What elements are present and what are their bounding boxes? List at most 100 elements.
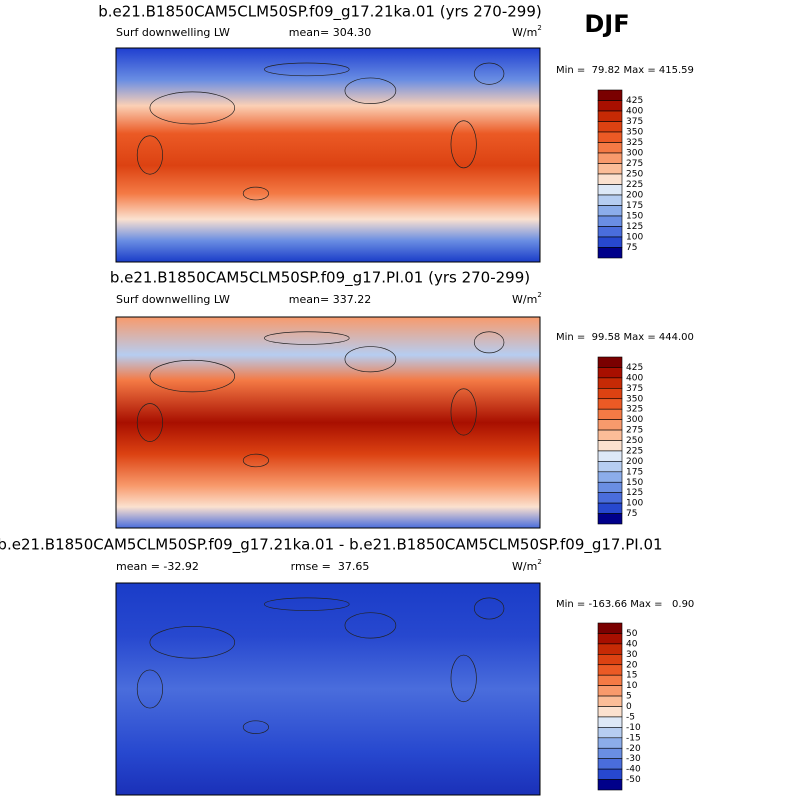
colorbar-box [597,142,623,154]
colorbar-box [597,429,623,441]
colorbar-label: 250 [626,170,643,180]
colorbar-box [597,184,623,196]
colorbar-box [597,737,623,749]
colorbar-box [597,236,623,248]
colorbar-label: 100 [626,499,643,509]
colorbar-label: 10 [626,681,638,691]
colorbar-label: 425 [626,96,643,106]
colorbar-box [597,674,623,686]
colorbar-box [597,367,623,379]
colorbar-label: 375 [626,384,643,394]
units-sup: 2 [537,558,541,566]
colorbar-box [597,152,623,164]
colorbar-label: 350 [626,128,643,138]
colorbar-box [597,481,623,493]
colorbar-label: 200 [626,191,643,201]
center-label: mean= 304.30 [289,26,371,39]
colorbar-box [597,779,623,791]
colorbar-box [597,706,623,718]
coastline [242,453,269,468]
map [115,316,541,529]
colorbar-label: 150 [626,212,643,222]
colorbar-box [597,163,623,175]
colorbar-box [597,502,623,514]
colorbar-box [597,89,623,101]
coastline [344,77,397,104]
map [115,582,541,796]
coastline [344,612,397,639]
colorbar-box [597,758,623,770]
colorbar-box [597,643,623,655]
coastline [473,62,505,85]
colorbar-box [597,121,623,133]
colorbar-label: -30 [626,754,641,764]
colorbar-label: -15 [626,733,641,743]
colorbar-label: 175 [626,201,643,211]
colorbar-box [597,377,623,389]
panel-title: b.e21.B1850CAM5CLM50SP.f09_g17.21ka.01 -… [0,536,663,555]
coastline [242,186,269,201]
colorbar-label: 125 [626,488,643,498]
colorbar-label: 225 [626,446,643,456]
colorbar-label: 300 [626,415,643,425]
coastline [450,654,477,703]
colorbar-box [597,205,623,217]
colorbar-box [597,695,623,707]
colorbar-label: 275 [626,159,643,169]
coastline [136,403,163,442]
units-label: W/m2 [512,291,542,306]
left-label: Surf downwelling LW [116,26,230,39]
colorbar-box [597,398,623,410]
colorbar-label: 300 [626,149,643,159]
colorbar-box [597,440,623,452]
colorbar-label: -20 [626,744,641,754]
colorbar-label: 325 [626,138,643,148]
colorbar-box [597,408,623,420]
colorbar-box [597,633,623,645]
colorbar-box [597,419,623,431]
colorbar-label: 15 [626,671,637,681]
colorbar-label: 350 [626,394,643,404]
colorbar-label: 20 [626,660,638,670]
colorbar-label: 200 [626,457,643,467]
colorbar-label: 225 [626,180,643,190]
map [115,47,541,263]
colorbar-label: 75 [626,243,637,253]
coastline [136,135,163,175]
units-label: W/m2 [512,558,542,573]
colorbar-label: 400 [626,373,643,383]
colorbar-box [597,685,623,697]
colorbar-box [597,100,623,112]
colorbar-box [597,492,623,504]
coastline [450,120,477,169]
colorbar-box [597,461,623,473]
colorbar-box [597,622,623,634]
colorbar-label: 125 [626,222,643,232]
coastline [264,597,350,611]
colorbar-label: 325 [626,405,643,415]
coastline [473,597,505,620]
colorbar-label: 30 [626,650,638,660]
colorbar-label: 400 [626,107,643,117]
colorbar-label: 0 [626,702,632,712]
colorbar-box [597,513,623,525]
colorbar-box [597,654,623,666]
colorbar-box [597,450,623,462]
colorbar-label: 100 [626,233,643,243]
colorbar-box [597,716,623,728]
colorbar-box [597,110,623,122]
colorbar-label: 375 [626,117,643,127]
colorbar-label: 40 [626,639,638,649]
colorbar-label: 175 [626,467,643,477]
coastline [344,346,397,373]
units-label: W/m2 [512,24,542,39]
colorbar-box [597,215,623,227]
colorbar-box [597,768,623,780]
coastline [136,669,163,709]
colorbar-box [597,664,623,676]
min-max: Min = 79.82 Max = 415.59 [556,65,694,76]
colorbar-box [597,388,623,400]
colorbar-label: 5 [626,692,632,702]
units-base: W/m [512,26,537,39]
colorbar-label: -5 [626,712,635,722]
